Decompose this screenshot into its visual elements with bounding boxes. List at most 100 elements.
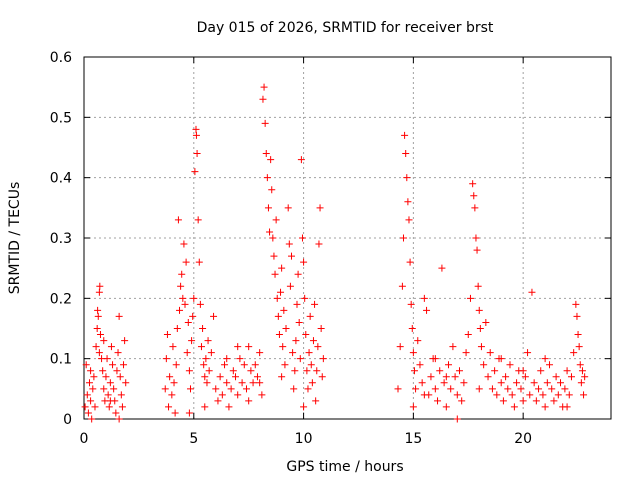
data-point	[200, 361, 208, 369]
data-point	[453, 415, 461, 423]
data-point	[532, 397, 540, 405]
data-point	[294, 270, 302, 278]
data-point	[484, 373, 492, 381]
data-point	[100, 337, 108, 345]
y-tick-label: 0.6	[50, 50, 72, 66]
data-point	[475, 385, 483, 393]
data-point	[319, 355, 327, 363]
data-point	[453, 391, 461, 399]
data-point	[471, 204, 479, 212]
data-point	[192, 125, 200, 133]
data-point	[399, 234, 407, 242]
data-point	[300, 403, 308, 411]
data-point	[177, 282, 185, 290]
data-point	[497, 379, 505, 387]
data-point	[438, 264, 446, 272]
data-point	[195, 258, 203, 266]
data-point	[289, 349, 297, 357]
data-point	[298, 234, 306, 242]
data-point	[201, 403, 209, 411]
data-point	[106, 379, 114, 387]
data-point	[541, 355, 549, 363]
data-point	[526, 391, 534, 399]
data-point	[442, 403, 450, 411]
data-point	[94, 306, 102, 314]
data-point	[524, 349, 532, 357]
data-point	[556, 379, 564, 387]
data-point	[106, 397, 114, 405]
x-axis-label: GPS time / hours	[286, 459, 403, 475]
data-point	[95, 349, 103, 357]
data-point	[578, 367, 586, 375]
data-point	[581, 373, 589, 381]
data-point	[203, 379, 211, 387]
data-point	[464, 331, 472, 339]
data-point	[115, 312, 123, 320]
data-point	[197, 343, 205, 351]
data-point	[173, 325, 181, 332]
data-point	[563, 367, 571, 375]
data-point	[460, 379, 468, 387]
data-point	[563, 403, 571, 411]
x-tick-label: 15	[404, 431, 422, 447]
data-point	[285, 240, 293, 248]
data-point	[410, 367, 418, 375]
data-point	[517, 385, 525, 393]
data-point	[109, 361, 117, 369]
data-point	[105, 403, 113, 411]
data-point	[510, 403, 518, 411]
y-tick-label: 0	[63, 412, 72, 428]
data-point	[253, 373, 261, 381]
data-point	[113, 367, 121, 375]
data-point	[458, 397, 466, 405]
data-point	[96, 331, 104, 339]
data-point	[121, 337, 129, 345]
data-point	[550, 397, 558, 405]
data-point	[96, 282, 104, 290]
data-point	[431, 385, 439, 393]
data-point	[300, 258, 308, 266]
data-point	[427, 373, 435, 381]
data-point	[414, 337, 422, 345]
data-point	[462, 349, 470, 357]
data-point	[537, 367, 545, 375]
data-point	[162, 355, 170, 363]
data-point	[87, 367, 95, 375]
data-point	[85, 379, 93, 387]
data-point	[282, 325, 290, 332]
data-point	[303, 367, 311, 375]
data-point	[409, 403, 417, 411]
data-point	[238, 379, 246, 387]
data-point	[473, 246, 481, 254]
data-point	[82, 361, 90, 369]
data-point	[470, 192, 478, 200]
data-point	[227, 385, 235, 393]
data-point	[482, 318, 490, 326]
data-point	[103, 355, 111, 363]
data-point	[296, 355, 304, 363]
data-point	[214, 397, 222, 405]
data-point	[179, 294, 187, 302]
data-point	[102, 373, 110, 381]
data-point	[249, 379, 257, 387]
data-point	[207, 349, 215, 357]
data-point	[165, 403, 173, 411]
data-point	[169, 343, 177, 351]
data-point	[112, 409, 120, 417]
data-point	[278, 373, 286, 381]
data-point	[279, 343, 287, 351]
data-point	[308, 379, 316, 387]
data-point	[81, 403, 89, 411]
data-point	[212, 385, 220, 393]
data-point	[184, 318, 192, 326]
data-point	[205, 367, 213, 375]
data-point	[218, 391, 226, 399]
data-point	[412, 385, 420, 393]
data-point	[539, 391, 547, 399]
data-point	[499, 397, 507, 405]
data-point	[234, 391, 242, 399]
data-point	[519, 397, 527, 405]
data-point	[256, 379, 264, 387]
data-point	[176, 306, 184, 314]
data-point	[477, 343, 485, 351]
